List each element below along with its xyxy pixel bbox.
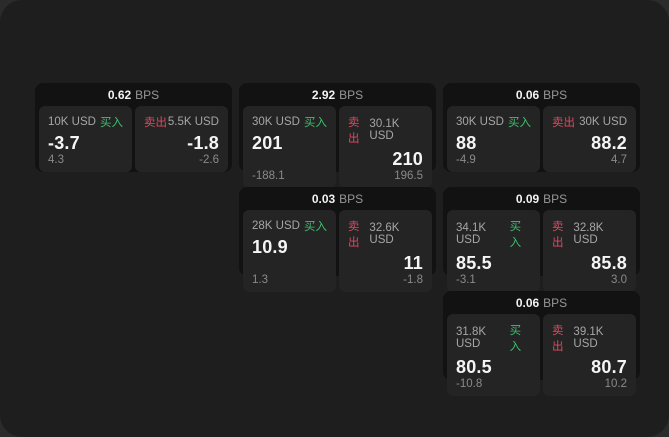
sell-delta: 4.7 [611,154,627,166]
buy-price: 201 [252,133,283,153]
buy-price: 88 [456,133,477,153]
sell-panel[interactable]: 卖出 30.1K USD 210 196.5 [339,106,432,188]
buy-panel[interactable]: 10K USD 买入 -3.7 4.3 [39,106,132,172]
buy-panel[interactable]: 34.1K USD 买入 85.5 -3.1 [447,210,540,292]
quote-card: 0.09 BPS 34.1K USD 买入 85.5 -3.1 卖出 32.8K… [443,187,640,292]
sell-size-label: 39.1K USD [573,326,604,350]
buy-delta: -4.9 [456,154,476,166]
buy-price: 10.9 [252,237,288,257]
card-body: 34.1K USD 买入 85.5 -3.1 卖出 32.8K USD 85.8… [447,210,636,292]
spread-unit: BPS [543,295,568,310]
sell-size-label: 32.8K USD [573,222,604,246]
sell-side-label: 卖出 [552,117,575,129]
sell-size-label: 32.6K USD [369,222,400,246]
buy-panel[interactable]: 30K USD 买入 201 -188.1 [243,106,336,188]
buy-side-label: 买入 [509,325,522,353]
sell-panel[interactable]: 卖出 32.8K USD 85.8 3.0 [543,210,636,292]
card-body: 28K USD 买入 10.9 1.3 卖出 32.6K USD 11 -1.8 [243,210,432,292]
quote-card: 0.62 BPS 10K USD 买入 -3.7 4.3 卖出 5.5K USD [35,83,232,172]
sell-size-label: 30.1K USD [369,118,400,142]
card-body: 31.8K USD 买入 80.5 -10.8 卖出 39.1K USD 80.… [447,314,636,396]
buy-side-label: 买入 [509,221,522,249]
buy-price: 85.5 [456,253,492,273]
spread-value: 2.92 [311,87,336,102]
buy-panel[interactable]: 31.8K USD 买入 80.5 -10.8 [447,314,540,396]
sell-side-label: 卖出 [552,221,564,249]
sell-delta: -1.8 [403,274,423,286]
sell-delta: 3.0 [611,274,627,286]
buy-price: -3.7 [48,133,80,153]
card-body: 10K USD 买入 -3.7 4.3 卖出 5.5K USD -1.8 -2.… [39,106,228,172]
sell-size-label: 5.5K USD [167,116,219,128]
buy-panel[interactable]: 30K USD 买入 88 -4.9 [447,106,540,172]
sell-side-label: 卖出 [348,221,360,249]
card-body: 30K USD 买入 201 -188.1 卖出 30.1K USD 210 1… [243,106,432,188]
sell-side-label: 卖出 [552,325,564,353]
quote-card-grid: 0.62 BPS 10K USD 买入 -3.7 4.3 卖出 5.5K USD [35,83,640,396]
spread-unit: BPS [543,191,568,206]
sell-delta: 196.5 [394,170,423,182]
sell-side-label: 卖出 [348,117,360,145]
sell-delta: -2.6 [199,154,219,166]
card-header: 0.06 BPS [447,83,636,106]
sell-price: 80.7 [591,357,627,377]
buy-size-label: 10K USD [48,116,96,128]
buy-delta: -10.8 [456,378,483,390]
sell-panel[interactable]: 卖出 39.1K USD 80.7 10.2 [543,314,636,396]
spread-value: 0.06 [515,295,540,310]
buy-price: 80.5 [456,357,492,377]
card-header: 0.62 BPS [39,83,228,106]
spread-unit: BPS [339,191,364,206]
card-header: 0.09 BPS [447,187,636,210]
sell-price: 11 [403,253,423,273]
card-body: 30K USD 买入 88 -4.9 卖出 30K USD 88.2 4.7 [447,106,636,172]
buy-size-label: 31.8K USD [456,326,487,350]
buy-delta: 4.3 [48,154,64,166]
sell-price: 210 [392,149,423,169]
sell-size-label: 30K USD [579,116,627,128]
sell-price: 88.2 [591,133,627,153]
buy-size-label: 28K USD [252,220,300,232]
buy-side-label: 买入 [100,117,123,129]
sell-side-label: 卖出 [144,117,167,129]
spread-unit: BPS [339,87,364,102]
card-header: 0.03 BPS [243,187,432,210]
spread-value: 0.62 [107,87,132,102]
buy-size-label: 34.1K USD [456,222,487,246]
quote-card: 2.92 BPS 30K USD 买入 201 -188.1 卖出 30.1K … [239,83,436,188]
sell-price: 85.8 [591,253,627,273]
quote-card: 0.06 BPS 30K USD 买入 88 -4.9 卖出 30K USD [443,83,640,172]
card-header: 0.06 BPS [447,291,636,314]
buy-side-label: 买入 [508,117,531,129]
buy-size-label: 30K USD [252,116,300,128]
spread-unit: BPS [135,87,160,102]
quote-card: 0.06 BPS 31.8K USD 买入 80.5 -10.8 卖出 39.1… [443,291,640,396]
buy-side-label: 买入 [304,117,327,129]
spread-value: 0.06 [515,87,540,102]
spread-value: 0.09 [515,191,540,206]
sell-panel[interactable]: 卖出 5.5K USD -1.8 -2.6 [135,106,228,172]
quote-card: 0.03 BPS 28K USD 买入 10.9 1.3 卖出 32.6K US… [239,187,436,292]
sell-price: -1.8 [187,133,219,153]
buy-delta: -188.1 [252,170,285,182]
buy-side-label: 买入 [304,221,327,233]
spread-value: 0.03 [311,191,336,206]
sell-delta: 10.2 [604,378,627,390]
buy-delta: 1.3 [252,274,268,286]
sell-panel[interactable]: 卖出 30K USD 88.2 4.7 [543,106,636,172]
buy-panel[interactable]: 28K USD 买入 10.9 1.3 [243,210,336,292]
card-header: 2.92 BPS [243,83,432,106]
spread-unit: BPS [543,87,568,102]
buy-size-label: 30K USD [456,116,504,128]
sell-panel[interactable]: 卖出 32.6K USD 11 -1.8 [339,210,432,292]
buy-delta: -3.1 [456,274,476,286]
